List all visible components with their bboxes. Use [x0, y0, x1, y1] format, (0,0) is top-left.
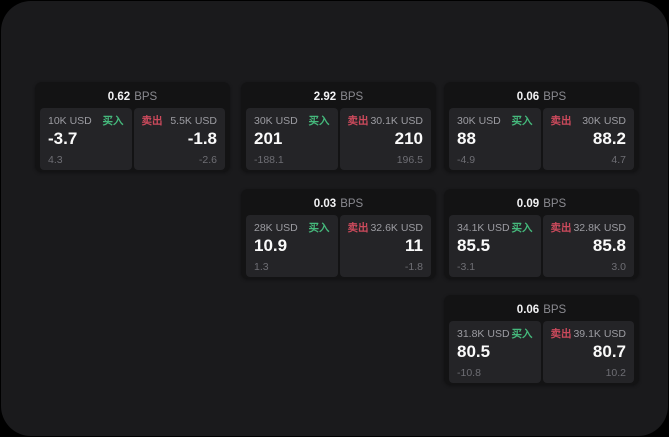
buy-delta: -188.1: [254, 154, 284, 166]
bps-header: 0.09 BPS: [449, 194, 634, 212]
bps-unit: BPS: [543, 91, 567, 103]
buy-amount: 30K USD: [254, 115, 298, 127]
sell-delta: -2.6: [198, 154, 217, 166]
sell-panel[interactable]: 卖出 32.6K USD 11 -1.8: [339, 215, 431, 277]
bps-value: 0.62: [107, 91, 131, 103]
buy-panel[interactable]: 30K USD 买入 88 -4.9: [449, 108, 541, 170]
sell-amount: 32.6K USD: [370, 222, 423, 234]
buy-amount: 28K USD: [254, 222, 298, 234]
buy-price: 201: [254, 129, 283, 148]
sell-price: -1.8: [187, 129, 217, 148]
sell-price: 210: [394, 129, 423, 148]
buy-tag[interactable]: 买入: [102, 115, 124, 127]
buy-tag[interactable]: 买入: [511, 115, 533, 127]
sell-price: 80.7: [592, 342, 626, 361]
buy-delta: -10.8: [457, 367, 481, 379]
sell-tag[interactable]: 卖出: [550, 328, 572, 340]
sell-panel[interactable]: 卖出 30.1K USD 210 196.5: [339, 108, 431, 170]
bps-value: 0.06: [516, 304, 540, 316]
buy-panel[interactable]: 10K USD 买入 -3.7 4.3: [40, 108, 132, 170]
sell-panel[interactable]: 卖出 32.8K USD 85.8 3.0: [542, 215, 634, 277]
bps-unit: BPS: [543, 198, 567, 210]
bps-header: 0.03 BPS: [246, 194, 431, 212]
buy-amount: 34.1K USD: [457, 222, 510, 234]
buy-price: 10.9: [254, 236, 288, 255]
sell-delta: 10.2: [605, 367, 626, 379]
bps-value: 0.06: [516, 91, 540, 103]
buy-delta: 4.3: [48, 154, 63, 166]
sell-tag[interactable]: 卖出: [347, 222, 369, 234]
sell-panel[interactable]: 卖出 5.5K USD -1.8 -2.6: [133, 108, 225, 170]
buy-tag[interactable]: 买入: [308, 222, 330, 234]
sell-price: 85.8: [592, 236, 626, 255]
buy-amount: 10K USD: [48, 115, 92, 127]
sell-delta: -1.8: [404, 261, 423, 273]
bps-header: 0.06 BPS: [449, 300, 634, 318]
bps-header: 2.92 BPS: [246, 87, 431, 105]
buy-price: 85.5: [457, 236, 491, 255]
quote-card: 0.09 BPS 34.1K USD 买入 85.5 -3.1 卖出 32.8K …: [444, 189, 639, 279]
sell-amount: 30K USD: [582, 115, 626, 127]
quote-card: 0.03 BPS 28K USD 买入 10.9 1.3 卖出 32.6K USD…: [241, 189, 436, 279]
buy-delta: 1.3: [254, 261, 269, 273]
bps-unit: BPS: [134, 91, 158, 103]
bps-value: 0.03: [313, 198, 337, 210]
bps-value: 0.09: [516, 198, 540, 210]
quote-card: 2.92 BPS 30K USD 买入 201 -188.1 卖出 30.1K U…: [241, 82, 436, 172]
sell-delta: 4.7: [611, 154, 626, 166]
quote-card: 0.62 BPS 10K USD 买入 -3.7 4.3 卖出 5.5K USD …: [35, 82, 230, 172]
buy-price: 80.5: [457, 342, 491, 361]
sell-amount: 39.1K USD: [573, 328, 626, 340]
sell-price: 88.2: [592, 129, 626, 148]
bps-unit: BPS: [340, 91, 364, 103]
bps-header: 0.06 BPS: [449, 87, 634, 105]
buy-panel[interactable]: 34.1K USD 买入 85.5 -3.1: [449, 215, 541, 277]
sell-tag[interactable]: 卖出: [141, 115, 163, 127]
buy-tag[interactable]: 买入: [308, 115, 330, 127]
sell-tag[interactable]: 卖出: [347, 115, 369, 127]
buy-delta: -3.1: [457, 261, 476, 273]
sell-amount: 30.1K USD: [370, 115, 423, 127]
sell-panel[interactable]: 卖出 30K USD 88.2 4.7: [542, 108, 634, 170]
buy-price: -3.7: [48, 129, 78, 148]
buy-panel[interactable]: 31.8K USD 买入 80.5 -10.8: [449, 321, 541, 383]
buy-panel[interactable]: 30K USD 买入 201 -188.1: [246, 108, 338, 170]
buy-panel[interactable]: 28K USD 买入 10.9 1.3: [246, 215, 338, 277]
quote-card: 0.06 BPS 31.8K USD 买入 80.5 -10.8 卖出 39.1K…: [444, 295, 639, 385]
sell-panel[interactable]: 卖出 39.1K USD 80.7 10.2: [542, 321, 634, 383]
sell-tag[interactable]: 卖出: [550, 115, 572, 127]
sell-price: 11: [405, 236, 423, 255]
buy-amount: 30K USD: [457, 115, 501, 127]
buy-tag[interactable]: 买入: [511, 328, 533, 340]
sell-delta: 196.5: [396, 154, 423, 166]
quote-card: 0.06 BPS 30K USD 买入 88 -4.9 卖出 30K USD 88…: [444, 82, 639, 172]
buy-amount: 31.8K USD: [457, 328, 510, 340]
buy-delta: -4.9: [457, 154, 476, 166]
buy-tag[interactable]: 买入: [511, 222, 533, 234]
sell-amount: 32.8K USD: [573, 222, 626, 234]
sell-delta: 3.0: [611, 261, 626, 273]
buy-price: 88: [457, 129, 476, 148]
bps-unit: BPS: [340, 198, 364, 210]
bps-value: 2.92: [313, 91, 337, 103]
sell-amount: 5.5K USD: [170, 115, 217, 127]
bps-header: 0.62 BPS: [40, 87, 225, 105]
sell-tag[interactable]: 卖出: [550, 222, 572, 234]
bps-unit: BPS: [543, 304, 567, 316]
